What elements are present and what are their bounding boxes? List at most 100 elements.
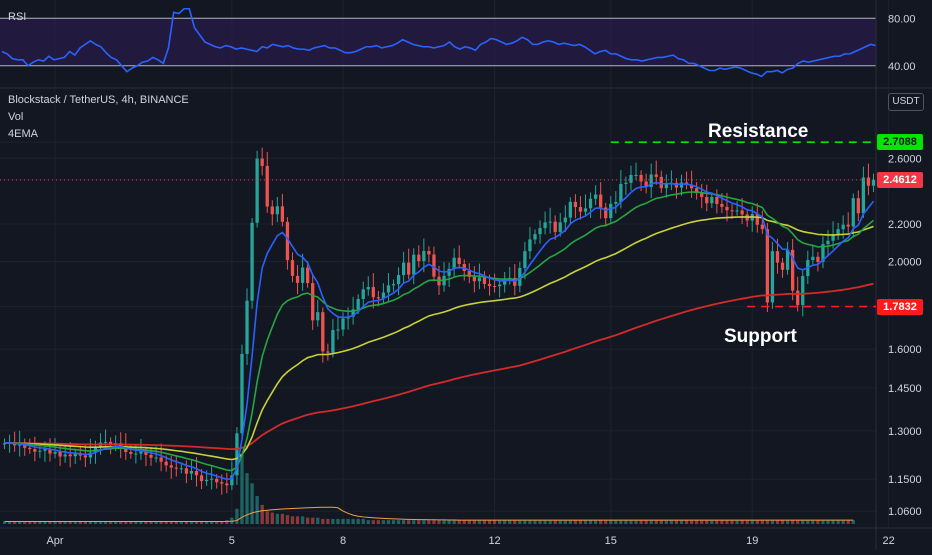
currency-badge[interactable]: USDT	[888, 93, 924, 111]
candle-body	[452, 257, 456, 269]
volume-bar	[351, 518, 355, 524]
candle-body	[599, 194, 603, 208]
volume-bar	[265, 511, 269, 524]
volume-bar	[503, 520, 507, 524]
candle-body	[654, 174, 658, 177]
volume-bar	[220, 521, 224, 524]
volume-bar	[401, 520, 406, 524]
volume-bar	[114, 521, 118, 524]
candle-body	[149, 454, 153, 458]
candle-body	[856, 198, 860, 214]
volume-bar	[316, 517, 320, 524]
time-x-tick: 8	[340, 535, 346, 547]
volume-bar	[674, 520, 679, 524]
candle-body	[528, 239, 532, 252]
volume-bar	[553, 520, 557, 524]
volume-bar	[432, 520, 436, 524]
candle-body	[457, 257, 461, 265]
time-x-tick: 22	[883, 535, 895, 547]
candle-body	[770, 251, 775, 303]
volume-bar	[578, 520, 583, 524]
candle-body	[295, 275, 300, 283]
volume-bar	[88, 521, 93, 524]
candle-body	[401, 262, 406, 276]
candle-body	[543, 222, 547, 229]
volume-bar	[108, 521, 113, 524]
candle-body	[280, 206, 285, 222]
candle-body	[371, 287, 375, 298]
candle-body	[179, 468, 183, 470]
ema-200-line	[4, 282, 874, 451]
candle-body	[169, 465, 173, 468]
time-x-tick: 12	[488, 535, 500, 547]
volume-bar	[215, 521, 219, 524]
price-y-tick: 1.3000	[888, 426, 922, 438]
price-y-tick: 1.6000	[888, 344, 922, 356]
volume-bar	[7, 521, 12, 524]
candle-body	[695, 188, 699, 194]
volume-ma-line	[4, 506, 854, 522]
volume-bar	[119, 521, 123, 524]
volume-bar	[841, 520, 845, 524]
candle-body	[290, 260, 295, 276]
candle-body	[154, 457, 158, 459]
candle-body	[78, 453, 82, 456]
volume-bar	[695, 520, 699, 524]
volume-bar	[427, 520, 431, 524]
candle-body	[407, 262, 411, 275]
candle-body	[427, 250, 431, 255]
volume-bar	[467, 520, 471, 524]
candle-body	[417, 254, 421, 262]
volume-bar	[533, 520, 537, 524]
volume-bar	[816, 520, 820, 524]
candle-body	[866, 177, 871, 186]
volume-bar	[790, 520, 795, 524]
candle-body	[780, 262, 785, 270]
candle-body	[204, 479, 209, 482]
volume-bar	[588, 520, 593, 524]
volume-bar	[543, 520, 547, 524]
volume-bar	[528, 520, 532, 524]
candle-body	[134, 453, 138, 455]
candle-body	[482, 277, 487, 284]
candle-body	[583, 208, 588, 212]
candle-body	[199, 475, 204, 482]
candle-body	[497, 284, 502, 287]
volume-bar	[689, 520, 694, 524]
volume-bar	[457, 520, 461, 524]
time-x-tick: Apr	[46, 535, 63, 547]
volume-bar	[593, 520, 598, 524]
rsi-band	[0, 18, 876, 66]
candle-body	[563, 217, 567, 223]
volume-bar	[497, 520, 502, 524]
candle-body	[108, 441, 113, 445]
volume-bar	[235, 508, 239, 524]
volume-bar	[619, 520, 623, 524]
volume-bar	[250, 483, 254, 524]
candle-body	[33, 449, 37, 452]
candle-body	[396, 275, 401, 285]
candle-body	[391, 284, 396, 286]
volume-bar	[48, 521, 52, 524]
volume-bar	[725, 520, 729, 524]
candle-body	[194, 470, 199, 476]
volume-bar	[624, 520, 628, 524]
volume-bar	[260, 504, 264, 524]
volume-bar	[321, 518, 325, 524]
candle-body	[614, 202, 618, 204]
volume-bar	[93, 521, 98, 524]
volume-bar	[568, 520, 572, 524]
candle-body	[573, 201, 578, 208]
resistance-annotation: Resistance	[708, 121, 809, 142]
volume-bar	[846, 520, 850, 524]
symbol-title[interactable]: Blockstack / TetherUS, 4h, BINANCE	[8, 94, 189, 106]
vol-label: Vol	[8, 111, 24, 123]
candle-body	[558, 222, 562, 232]
candle-body	[306, 267, 310, 284]
volume-bar	[780, 520, 785, 524]
price-y-tick: 1.1500	[888, 474, 922, 486]
volume-bar	[826, 520, 830, 524]
candle-body	[619, 183, 623, 203]
volume-bar	[720, 520, 724, 524]
